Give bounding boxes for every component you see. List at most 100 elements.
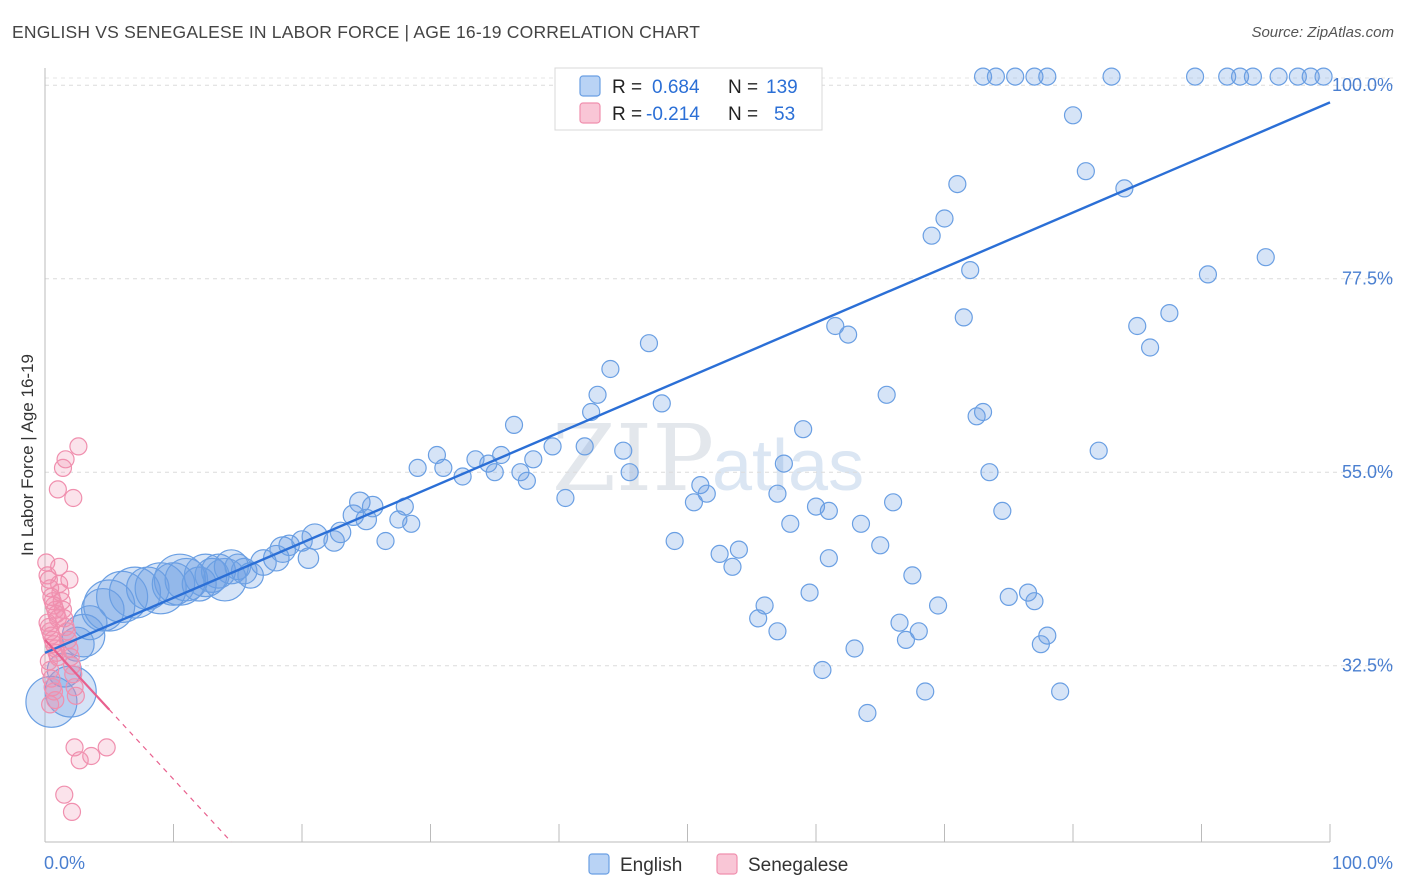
english-point [376,531,395,551]
english-point [517,471,536,490]
stats-legend: R = 0.684 N = 139 R = -0.214 N = 53 [554,67,823,131]
english-point [1140,338,1160,357]
y-tick-label-1: 55.0% [1342,462,1393,482]
senegalese-point [70,751,89,770]
english-point [164,557,209,602]
english-point [620,463,639,482]
english-point [723,557,742,576]
english-point [903,566,922,585]
english-point [1051,682,1070,701]
english-point [1314,67,1333,86]
english-point [504,415,524,434]
stats-swatch-senegalese [579,102,601,124]
stats-senegalese-n-label: N = [728,104,758,125]
english-point [710,544,729,564]
english-point [1256,248,1275,267]
senegalese-point [64,665,83,684]
chart-title: ENGLISH VS SENEGALESE IN LABOR FORCE | A… [12,22,701,42]
english-point [361,495,384,518]
english-point [909,622,928,641]
english-point [614,441,633,460]
y-tick-labels: 32.5% 55.0% 77.5% 100.0% [1332,75,1393,676]
english-point [1076,162,1095,181]
english-point [524,450,543,469]
english-point [851,514,871,533]
english-point [819,501,838,520]
english-point [1243,67,1263,86]
english-point [1198,265,1218,284]
english-point [813,660,832,680]
y-tick-label-0: 32.5% [1342,656,1393,676]
senegalese-point [56,450,75,469]
english-point [543,437,562,456]
english-point [1038,67,1057,86]
english-point [1025,67,1044,86]
english-point [1301,67,1320,86]
english-point [485,463,504,482]
stats-english-n-label: N = [728,77,758,98]
senegalese-trend-extension [108,709,232,843]
english-point [877,385,896,404]
english-point [25,675,78,728]
english-point [556,488,575,508]
english-point [993,501,1012,520]
trend-lines [44,101,1331,843]
english-point [1063,106,1083,125]
stats-senegalese-r-label: R = [612,104,642,125]
watermark-atlas: atlas [712,426,864,506]
english-point [601,359,620,379]
english-point [434,458,453,477]
english-point [768,622,787,641]
english-point [928,596,948,615]
english-point [95,570,149,624]
english-point [781,514,800,533]
english-point [665,531,684,551]
senegalese-point [41,695,60,714]
english-point [697,484,716,503]
english-point [575,437,594,456]
english-point [349,491,371,514]
y-tick-label-2: 77.5% [1342,269,1393,289]
english-point [729,540,749,559]
english-point [774,454,793,473]
english-point [1006,67,1025,86]
english-point [954,308,973,327]
english-point [1128,316,1147,336]
english-point [755,596,774,615]
source-credit: Source: ZipAtlas.com [1251,24,1394,41]
bottom-legend: English Senegalese [588,853,848,876]
english-point [652,394,671,413]
english-point [1269,67,1288,86]
stats-english-r-value: 0.684 [652,77,700,98]
senegalese-point [55,785,74,804]
stats-english-r-label: R = [612,77,642,98]
english-point [999,587,1018,607]
english-point [1025,592,1044,611]
stats-senegalese-r-value: -0.214 [646,104,700,125]
english-point [961,261,980,280]
senegalese-point [60,570,79,589]
senegalese-point [50,557,69,576]
english-point [1089,441,1108,460]
senegalese-point [64,488,83,508]
senegalese-point [69,437,88,456]
english-point [768,484,787,503]
english-point [1230,67,1250,86]
legend-swatch-english [588,853,610,875]
english-point [826,316,845,336]
english-point [800,583,819,602]
x-tick-label-min: 0.0% [44,853,85,873]
stats-english-n-value: 139 [766,77,798,98]
english-point [1218,67,1237,86]
y-axis-label: In Labor Force | Age 16-19 [18,354,37,556]
english-point [858,703,877,723]
senegalese-point [62,802,82,822]
english-point [1102,67,1121,86]
english-point [986,67,1006,86]
english-point [935,209,954,228]
senegalese-trend-line [44,639,111,711]
senegalese-point [66,686,85,705]
english-point [948,175,967,194]
english-point [684,493,704,512]
